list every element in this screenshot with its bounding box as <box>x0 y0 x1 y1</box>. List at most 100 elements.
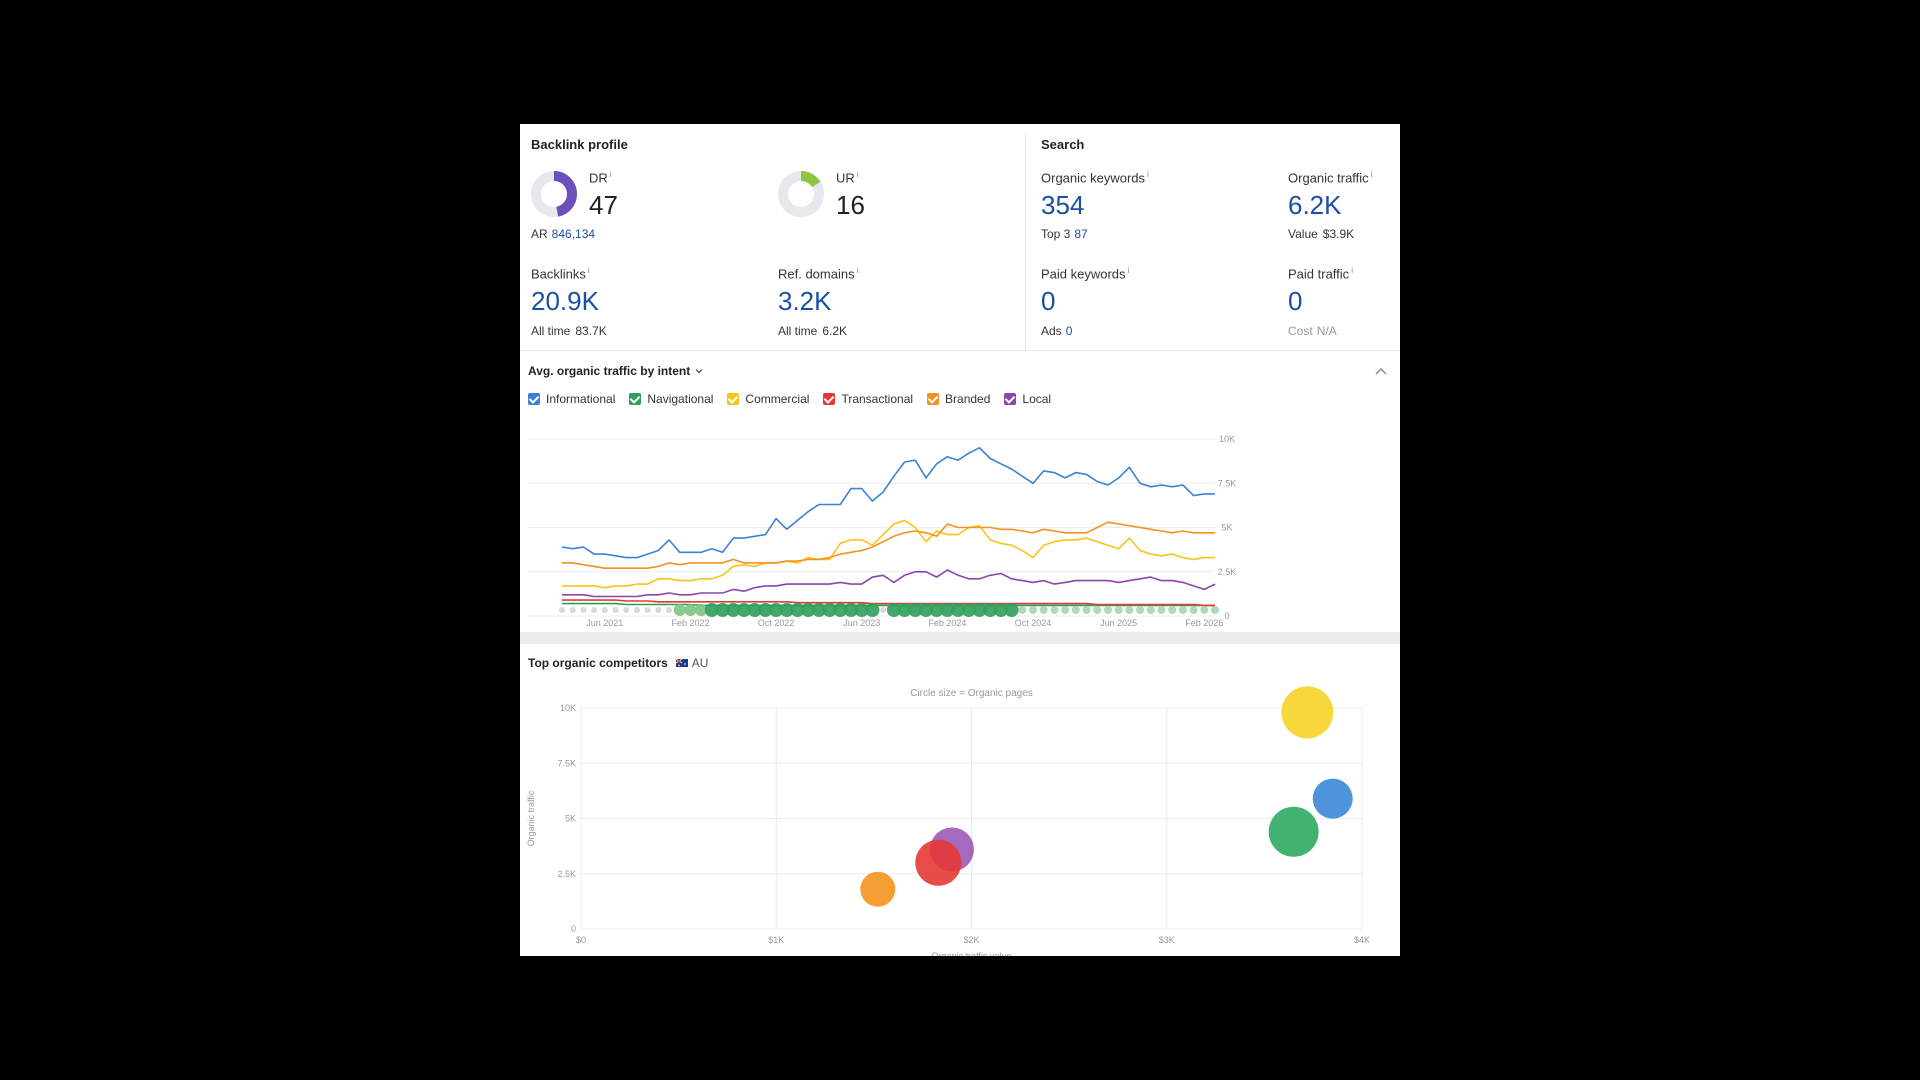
annotation-marker[interactable] <box>908 603 923 617</box>
legend-item-branded[interactable]: Branded <box>927 392 990 406</box>
annotation-marker[interactable] <box>1146 606 1155 614</box>
annotation-marker[interactable] <box>983 603 998 617</box>
legend-item-local[interactable]: Local <box>1004 392 1051 406</box>
annotation-marker[interactable] <box>951 603 966 617</box>
country-label[interactable]: AU <box>691 656 709 670</box>
annotation-marker[interactable] <box>801 603 816 617</box>
info-icon[interactable]: i <box>856 170 859 179</box>
paid-keywords-value[interactable]: 0 <box>1041 286 1056 316</box>
annotation-marker[interactable] <box>1125 606 1134 614</box>
paid-traffic-value[interactable]: 0 <box>1288 286 1303 316</box>
legend-item-transactional[interactable]: Transactional <box>823 392 913 406</box>
competitor-bubble[interactable] <box>1268 806 1319 857</box>
annotation-marker[interactable] <box>918 603 933 617</box>
annotation-marker[interactable] <box>854 603 869 617</box>
checkbox-icon[interactable] <box>629 393 642 405</box>
checkbox-icon[interactable] <box>727 393 740 405</box>
competitor-bubble[interactable] <box>1281 686 1334 739</box>
chevron-up-icon[interactable] <box>1374 366 1388 378</box>
competitor-bubble[interactable] <box>1312 778 1353 819</box>
legend-item-navigational[interactable]: Navigational <box>629 392 713 406</box>
annotation-marker[interactable] <box>880 607 887 613</box>
competitor-bubble[interactable] <box>860 871 896 907</box>
annotation-marker[interactable] <box>633 607 640 613</box>
annotation-marker[interactable] <box>673 604 686 616</box>
annotation-marker[interactable] <box>993 603 1008 617</box>
annotation-marker[interactable] <box>623 607 630 613</box>
info-icon[interactable]: i <box>1147 170 1149 179</box>
annotation-marker[interactable] <box>1071 606 1080 614</box>
annotation-marker[interactable] <box>1157 606 1166 614</box>
series-line-navigational[interactable] <box>562 602 1215 607</box>
annotation-marker[interactable] <box>736 603 751 617</box>
info-icon[interactable]: i <box>609 170 612 179</box>
checkbox-icon[interactable] <box>823 393 836 405</box>
intent-dropdown[interactable]: Avg. organic traffic by intent <box>528 364 704 378</box>
annotation-marker[interactable] <box>644 607 651 613</box>
annotation-marker[interactable] <box>811 603 826 617</box>
annotation-marker[interactable] <box>769 603 784 617</box>
series-line-commercial[interactable] <box>562 519 1215 589</box>
annotation-marker[interactable] <box>695 604 708 616</box>
annotation-marker[interactable] <box>666 607 673 613</box>
annotation-marker[interactable] <box>822 603 837 617</box>
checkbox-icon[interactable] <box>927 393 940 405</box>
annotation-marker[interactable] <box>1189 606 1198 614</box>
annotation-marker[interactable] <box>790 603 805 617</box>
annotation-marker[interactable] <box>747 603 762 617</box>
legend-item-commercial[interactable]: Commercial <box>727 392 809 406</box>
annotation-marker[interactable] <box>1004 603 1019 617</box>
annotation-marker[interactable] <box>779 603 794 617</box>
annotation-marker[interactable] <box>612 607 619 613</box>
annotation-marker[interactable] <box>591 607 598 613</box>
annotation-marker[interactable] <box>865 603 880 617</box>
annotation-marker[interactable] <box>1082 606 1091 614</box>
checkbox-icon[interactable] <box>528 393 540 405</box>
annotation-marker[interactable] <box>601 607 608 613</box>
info-icon[interactable]: i <box>856 266 859 275</box>
annotation-marker[interactable] <box>559 607 565 613</box>
annotation-marker[interactable] <box>704 603 719 617</box>
checkbox-icon[interactable] <box>1004 393 1017 405</box>
annotation-marker[interactable] <box>940 603 955 617</box>
competitor-bubble[interactable] <box>915 839 962 886</box>
ads-value[interactable]: 0 <box>1065 324 1073 338</box>
series-line-transactional[interactable] <box>562 599 1215 607</box>
backlinks-value[interactable]: 20.9K <box>531 286 599 316</box>
ref-domains-value[interactable]: 3.2K <box>778 286 832 316</box>
organic-traffic-value[interactable]: 6.2K <box>1288 190 1342 220</box>
series-line-branded[interactable] <box>562 521 1215 569</box>
annotation-marker[interactable] <box>655 607 662 613</box>
annotation-marker[interactable] <box>1103 606 1112 614</box>
info-icon[interactable]: i <box>1370 170 1373 179</box>
annotation-marker[interactable] <box>715 603 730 617</box>
annotation-marker[interactable] <box>1168 606 1177 614</box>
annotation-marker[interactable] <box>929 603 944 617</box>
annotation-marker[interactable] <box>897 603 912 617</box>
annotation-marker[interactable] <box>569 607 576 613</box>
annotation-marker[interactable] <box>1093 606 1102 614</box>
info-icon[interactable]: i <box>1127 266 1130 275</box>
annotation-marker[interactable] <box>972 603 987 617</box>
annotation-marker[interactable] <box>1211 606 1219 614</box>
ar-value[interactable]: 846,134 <box>551 227 596 241</box>
annotation-marker[interactable] <box>961 603 976 617</box>
info-icon[interactable]: i <box>587 266 590 275</box>
annotation-marker[interactable] <box>1050 606 1059 614</box>
annotation-marker[interactable] <box>726 603 741 617</box>
top3-value[interactable]: 87 <box>1074 227 1088 241</box>
annotation-marker[interactable] <box>1029 606 1038 614</box>
legend-item-informational[interactable]: Informational <box>528 392 615 406</box>
annotation-marker[interactable] <box>1039 606 1048 614</box>
annotation-marker[interactable] <box>1018 606 1027 614</box>
series-line-informational[interactable] <box>561 446 1215 559</box>
annotation-marker[interactable] <box>1114 606 1123 614</box>
annotation-marker[interactable] <box>1200 606 1209 614</box>
annotation-marker[interactable] <box>1136 606 1145 614</box>
series-line-local[interactable] <box>562 569 1216 598</box>
annotation-marker[interactable] <box>844 603 859 617</box>
annotation-marker[interactable] <box>886 603 901 617</box>
annotation-marker[interactable] <box>758 603 773 617</box>
annotation-marker[interactable] <box>833 603 848 617</box>
annotation-marker[interactable] <box>1178 606 1187 614</box>
